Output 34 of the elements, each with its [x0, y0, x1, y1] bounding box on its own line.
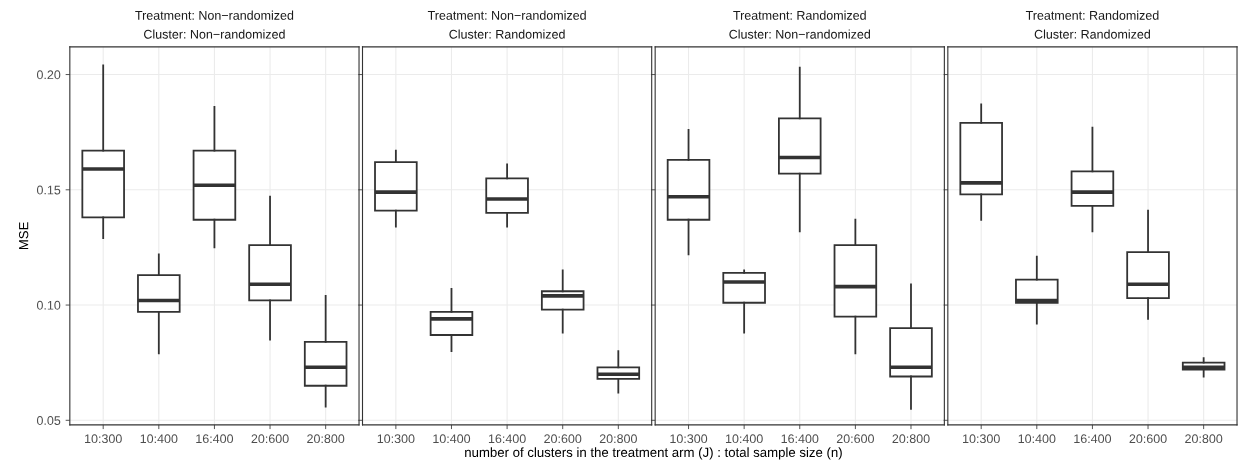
x-tick-label: 16:400: [781, 434, 819, 444]
chart-title: Treatment: Non−randomized: [135, 10, 294, 20]
x-tick-label: 16:400: [196, 434, 234, 444]
x-tick-label: 10:300: [377, 434, 415, 444]
x-tick-label: 20:800: [599, 434, 637, 444]
x-tick-label: 10:300: [963, 434, 1000, 444]
chart-subtitle: Cluster: Randomized: [1034, 29, 1150, 39]
chart-title: Treatment: Randomized: [1025, 10, 1159, 20]
x-tick-label: 10:400: [1018, 434, 1056, 444]
x-tick-label: 20:600: [544, 434, 582, 444]
x-tick-label: 10:300: [670, 434, 708, 444]
x-tick-label: 16:400: [1074, 434, 1112, 444]
chart-title: Treatment: Non−randomized: [427, 10, 586, 20]
x-tick-label: 20:800: [307, 434, 345, 444]
y-tick-label: 0.05: [36, 416, 61, 425]
y-tick-label: 0.15: [36, 185, 61, 195]
x-axis-title: number of clusters in the treatment arm (J) : total sample size (n): [465, 447, 842, 460]
chart-subtitle: Cluster: Non−randomized: [144, 29, 285, 39]
x-tick-label: 10:400: [725, 434, 763, 444]
x-tick-label: 20:600: [836, 434, 874, 444]
x-tick-label: 10:400: [140, 434, 178, 444]
x-tick-label: 20:600: [251, 434, 289, 444]
y-tick-label: 0.20: [36, 70, 61, 80]
x-tick-label: 10:300: [85, 434, 122, 444]
chart-subtitle: Cluster: Non−randomized: [729, 29, 870, 39]
x-tick-label: 20:800: [892, 434, 930, 444]
x-tick-label: 20:600: [1129, 434, 1167, 444]
y-tick-label: 0.10: [36, 300, 61, 310]
chart-subtitle: Cluster: Randomized: [449, 29, 565, 39]
x-tick-label: 10:400: [433, 434, 471, 444]
chart-title: Treatment: Randomized: [733, 10, 866, 20]
x-tick-label: 16:400: [488, 434, 526, 444]
x-tick-label: 20:800: [1185, 434, 1223, 444]
y-axis-title: MSE: [18, 222, 29, 250]
